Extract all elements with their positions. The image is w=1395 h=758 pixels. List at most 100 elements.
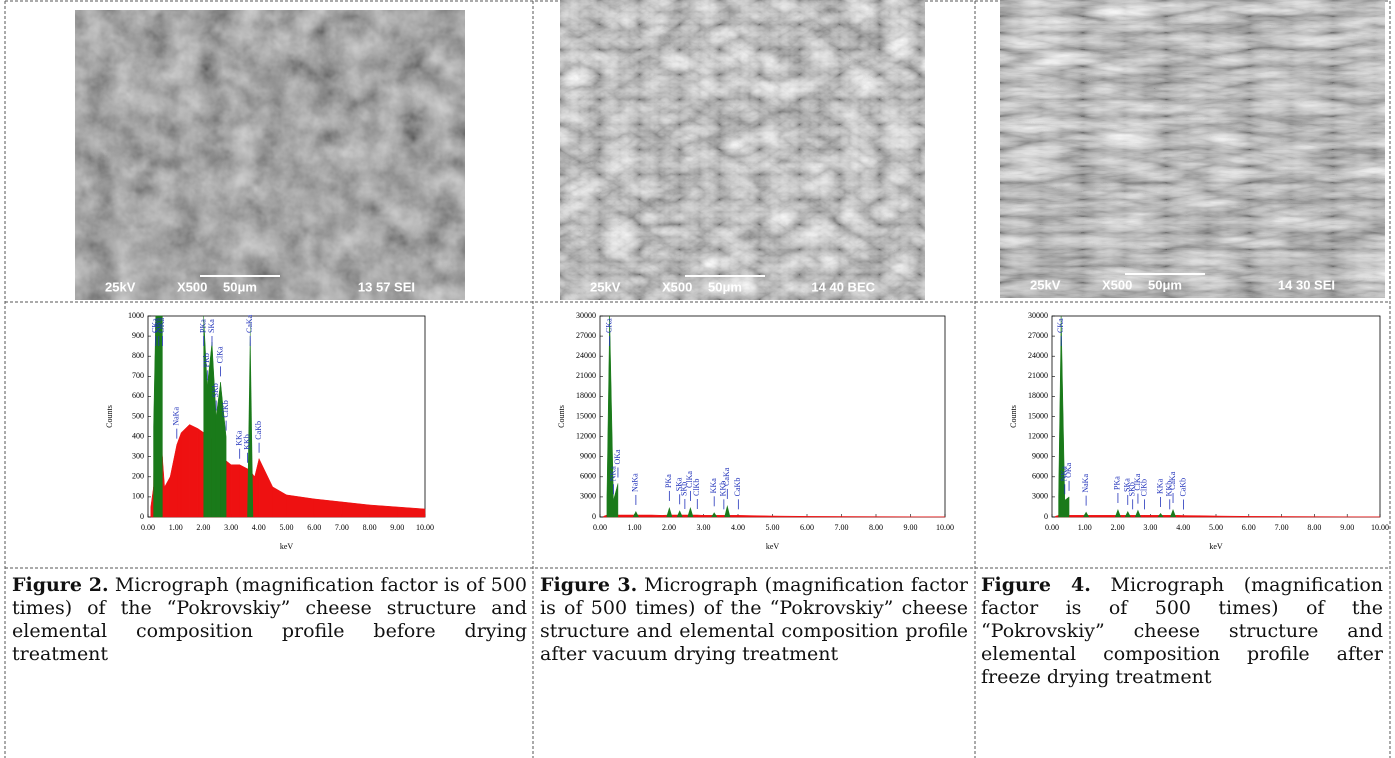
peak-label: OKa	[1064, 462, 1073, 478]
y-tick-label: 6000	[580, 472, 596, 481]
peak-label: CaKa	[1168, 471, 1177, 490]
spectrum-area	[1144, 515, 1151, 518]
peak-label: SKa	[675, 477, 684, 491]
spectrum-peak	[687, 506, 694, 517]
x-tick-label: 6.00	[307, 523, 321, 532]
x-tick-label: 0.00	[1045, 523, 1059, 532]
spectrum-area	[732, 515, 739, 518]
caption: Figure 3. Micrograph (magnification fact…	[540, 574, 968, 666]
peak-label: ClKb	[692, 479, 701, 496]
y-tick-label: 9000	[580, 452, 596, 461]
peak-label: CKa	[1056, 318, 1065, 333]
peak-label: CaKb	[733, 478, 742, 497]
spectrum-area	[1215, 515, 1250, 518]
x-tick-label: 4.00	[731, 523, 745, 532]
x-tick-label: 7.00	[835, 523, 849, 532]
spectrum-area	[603, 514, 608, 518]
spectrum-area	[254, 458, 260, 518]
spectrum-area	[1060, 315, 1066, 518]
micrograph	[1000, 0, 1385, 298]
y-tick-label: 0	[592, 512, 596, 521]
spectrum-area	[1248, 516, 1282, 518]
micrograph-scale: 50μm	[223, 279, 257, 294]
spectrum-peak	[1114, 508, 1121, 517]
spectrum-area	[215, 382, 221, 518]
spectrum-area	[150, 486, 154, 518]
spectrum-area	[1199, 515, 1217, 518]
x-tick-label: 8.00	[363, 523, 377, 532]
y-tick-label: 3000	[1032, 492, 1048, 501]
y-tick-label: 30000	[576, 311, 596, 320]
micrograph-scale: 50μm	[708, 279, 742, 294]
spectrum-area	[258, 458, 273, 518]
micrograph-voltage: 25kV	[590, 279, 621, 294]
caption-text: Micrograph (magnification factor is of 5…	[981, 574, 1384, 688]
y-tick-label: 15000	[1028, 411, 1048, 420]
spectrum-area	[225, 460, 232, 518]
caption: Figure 4. Micrograph (magnification fact…	[981, 574, 1383, 689]
peak-label: CaKa	[245, 314, 254, 333]
spectrum-area	[1178, 515, 1184, 518]
x-tick-label: 1.00	[1078, 523, 1092, 532]
x-tick-label: 10.00	[936, 523, 954, 532]
spectrum-area	[341, 501, 370, 518]
caption-text: Micrograph (magnification factor is of 5…	[12, 574, 527, 665]
spectrum-area	[1068, 515, 1072, 518]
peak-label: ClKb	[1139, 479, 1148, 496]
y-axis-label: Counts	[105, 405, 114, 428]
x-tick-label: 7.00	[1275, 523, 1289, 532]
micrograph-voltage: 25kV	[105, 279, 136, 294]
peak-label: NaKa	[631, 473, 640, 492]
x-tick-label: 5.00	[766, 523, 780, 532]
spectrum-area	[1091, 515, 1102, 518]
spectrum-area	[207, 342, 213, 518]
plot-frame	[1051, 315, 1381, 518]
x-tick-label: 1.00	[169, 523, 183, 532]
spectrum-area	[176, 432, 182, 518]
peak-label: SKb	[680, 482, 689, 496]
spectrum-peak	[676, 510, 683, 517]
x-tick-label: 10.00	[416, 523, 434, 532]
peak-label: PKa	[664, 474, 673, 488]
peak-label: PKa	[199, 319, 208, 333]
peak-label: NKa	[1060, 466, 1069, 482]
peak-label: KKa	[709, 478, 718, 494]
y-tick-label: 300	[132, 452, 144, 461]
spectrum-area	[189, 424, 199, 518]
y-tick-label: 15000	[576, 411, 596, 420]
spectrum-area	[841, 516, 877, 518]
peak-label: ClKa	[1133, 473, 1142, 490]
spectrum-area	[164, 476, 171, 518]
peak-label: KKb	[719, 481, 728, 497]
caption-text: Micrograph (magnification factor is of 5…	[540, 574, 969, 665]
x-tick-label: 6.00	[800, 523, 814, 532]
caption: Figure 2. Micrograph (magnification fact…	[12, 574, 527, 666]
peak-label: ClKb	[221, 400, 230, 417]
spectrum-area	[153, 315, 157, 518]
y-tick-label: 18000	[576, 391, 596, 400]
x-tick-label: 2.00	[1111, 523, 1125, 532]
y-tick-label: 200	[132, 472, 144, 481]
spectrum-area	[1064, 496, 1070, 518]
spectrum-peak	[724, 504, 731, 517]
y-axis-label: Counts	[1009, 405, 1018, 428]
peak-label: ClKa	[685, 471, 694, 488]
y-tick-label: 500	[132, 411, 144, 420]
micrograph-scale: 50μm	[1148, 277, 1182, 292]
y-axis-label: Counts	[557, 405, 566, 428]
peak-label: CaKb	[254, 421, 263, 440]
spectrum-area	[180, 423, 190, 518]
x-tick-label: 7.00	[335, 523, 349, 532]
micrograph-code: 14 30 SEI	[1278, 277, 1335, 292]
x-tick-label: 1.00	[628, 523, 642, 532]
spectrum-area	[369, 504, 398, 518]
peak-label: KKb	[242, 434, 251, 450]
spectrum-area	[169, 444, 178, 518]
peak-label: ClKa	[215, 346, 224, 363]
y-tick-label: 800	[132, 351, 144, 360]
spectrum-area	[313, 498, 343, 518]
spectrum-area	[239, 464, 248, 518]
spectrum-area	[197, 428, 204, 518]
spectrum-area	[1055, 514, 1059, 518]
